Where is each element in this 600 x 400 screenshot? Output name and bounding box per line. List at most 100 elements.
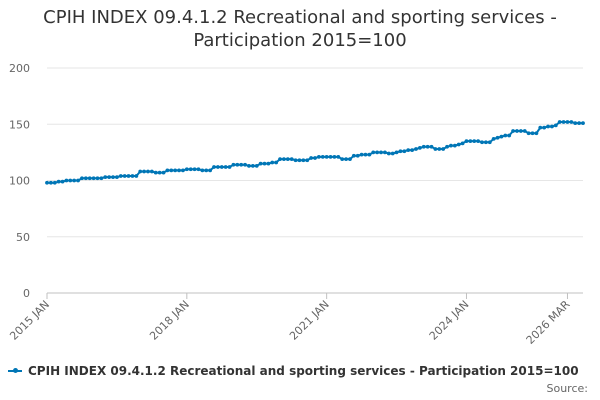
data-point xyxy=(289,157,294,162)
data-point xyxy=(460,141,465,146)
data-point xyxy=(208,168,213,173)
data-point xyxy=(351,153,356,158)
data-point xyxy=(511,129,515,133)
x-tick-label: 2026 MAR xyxy=(524,298,573,347)
data-point xyxy=(219,165,224,169)
data-point xyxy=(480,140,484,145)
data-point xyxy=(542,125,547,130)
data-point xyxy=(359,152,364,157)
y-tick-label: 50 xyxy=(16,231,30,244)
data-point xyxy=(499,134,504,139)
y-tick-label: 150 xyxy=(9,118,30,131)
data-point xyxy=(429,144,434,149)
x-tick-label: 2024 JAN xyxy=(427,298,472,343)
data-point xyxy=(530,131,535,136)
data-point xyxy=(83,176,88,181)
data-point xyxy=(565,120,570,124)
data-point xyxy=(274,160,279,165)
data-point xyxy=(60,179,65,184)
data-point xyxy=(250,163,255,168)
data-point xyxy=(157,170,162,175)
data-point xyxy=(515,129,519,133)
data-point xyxy=(546,124,550,129)
data-point xyxy=(52,180,57,185)
data-point xyxy=(297,158,302,163)
legend-series-label: CPIH INDEX 09.4.1.2 Recreational and spo… xyxy=(28,364,579,378)
data-point xyxy=(581,121,585,126)
y-tick-label: 100 xyxy=(9,175,30,188)
data-point xyxy=(452,143,457,148)
data-point xyxy=(196,167,201,172)
data-point xyxy=(557,120,562,124)
data-point xyxy=(417,145,422,150)
data-point xyxy=(254,163,259,168)
legend: CPIH INDEX 09.4.1.2 Recreational and spo… xyxy=(8,364,579,378)
data-point xyxy=(45,180,49,185)
data-point xyxy=(247,163,251,168)
data-point xyxy=(332,154,337,159)
data-point xyxy=(130,174,135,178)
data-point xyxy=(204,168,209,173)
data-point xyxy=(266,161,271,166)
data-point xyxy=(161,170,166,175)
data-point xyxy=(258,161,263,166)
data-point xyxy=(72,178,77,183)
data-point xyxy=(146,169,150,174)
data-point xyxy=(293,158,298,163)
data-point xyxy=(103,175,108,180)
chart-title: CPIH INDEX 09.4.1.2 Recreational and spo… xyxy=(0,6,600,52)
data-point xyxy=(173,168,178,173)
data-point xyxy=(355,153,360,158)
data-point xyxy=(414,147,418,151)
data-point xyxy=(421,144,426,149)
data-point xyxy=(313,156,317,160)
data-point xyxy=(243,162,247,167)
data-point xyxy=(518,129,523,133)
data-point xyxy=(476,139,481,144)
series-layer xyxy=(45,120,585,185)
data-point xyxy=(153,170,158,175)
data-point xyxy=(76,178,80,183)
data-point xyxy=(270,160,275,165)
data-point xyxy=(107,175,112,180)
data-point xyxy=(177,168,181,173)
data-point xyxy=(231,162,236,167)
data-point xyxy=(441,147,446,151)
legend-series-marker xyxy=(8,368,22,373)
data-point xyxy=(371,150,376,155)
data-point xyxy=(468,139,473,144)
data-point xyxy=(538,125,543,130)
data-point xyxy=(95,176,100,181)
data-point xyxy=(99,176,104,181)
data-point xyxy=(472,139,477,144)
data-point xyxy=(192,167,197,172)
data-point xyxy=(278,157,282,162)
gridlines xyxy=(47,67,583,294)
data-point xyxy=(64,178,69,183)
data-point xyxy=(464,139,469,144)
data-point xyxy=(456,142,461,147)
data-point xyxy=(507,133,512,138)
data-point xyxy=(406,148,411,153)
chart-title-line-2: Participation 2015=100 xyxy=(193,30,407,51)
data-point xyxy=(573,121,578,126)
data-point xyxy=(223,165,228,169)
data-point xyxy=(402,149,407,154)
data-point xyxy=(285,157,290,162)
data-point xyxy=(324,154,329,159)
data-point xyxy=(328,154,333,159)
data-point xyxy=(379,150,383,155)
data-point xyxy=(126,174,131,178)
data-point xyxy=(165,168,170,173)
data-point xyxy=(134,174,139,178)
data-point xyxy=(56,179,61,184)
data-point xyxy=(577,121,582,126)
data-point xyxy=(394,150,399,155)
data-point xyxy=(122,174,127,178)
data-point xyxy=(433,147,438,151)
x-tick-label: 2015 JAN xyxy=(7,298,52,343)
data-point xyxy=(87,176,92,181)
data-point xyxy=(309,156,314,160)
data-point xyxy=(181,168,185,173)
data-point xyxy=(320,154,325,159)
